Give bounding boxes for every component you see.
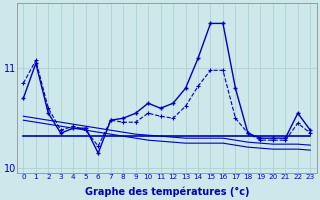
X-axis label: Graphe des températures (°c): Graphe des températures (°c): [84, 186, 249, 197]
